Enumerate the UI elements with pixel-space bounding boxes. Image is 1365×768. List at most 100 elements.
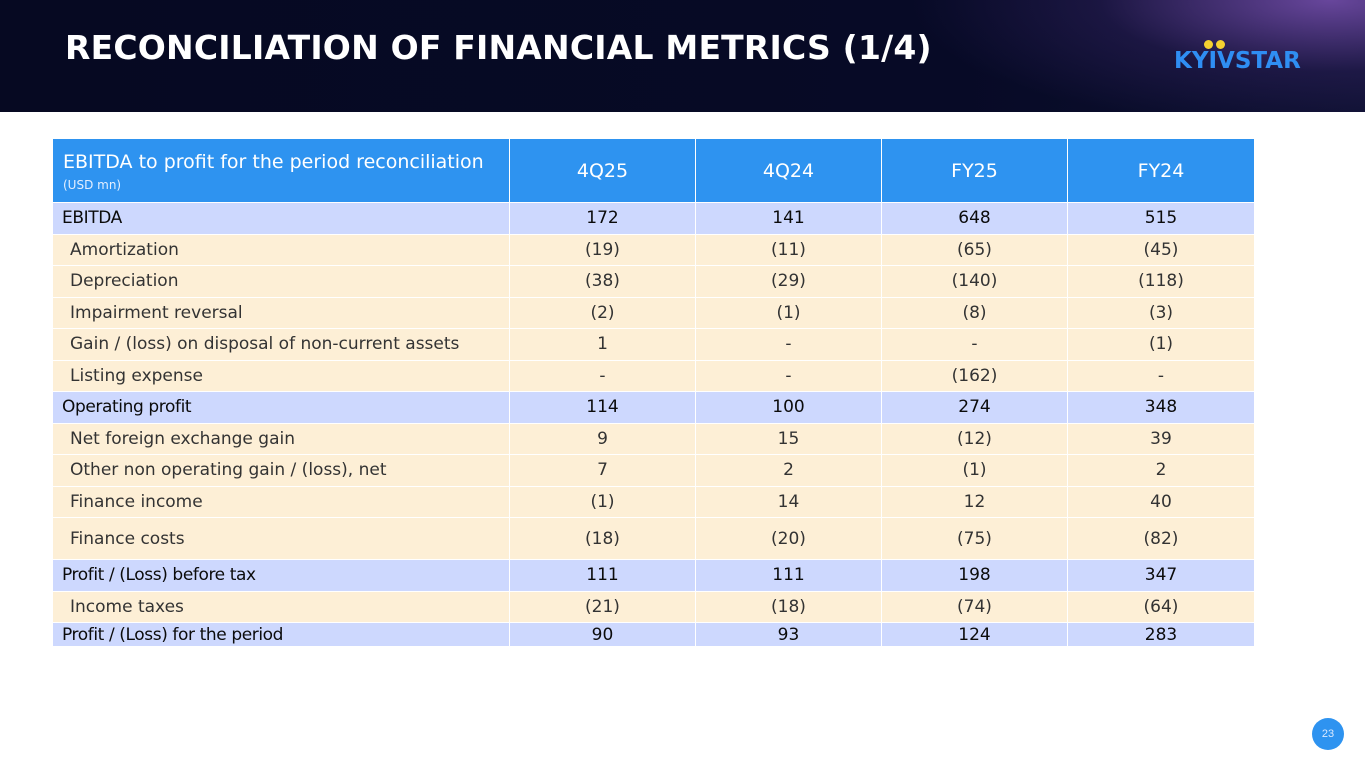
column-header: 4Q24 [695, 138, 882, 203]
row-label: Finance costs [52, 517, 510, 560]
table-row: Finance income (1) 14 12 40 [52, 485, 1255, 518]
row-label: Finance income [52, 485, 510, 518]
logo-dot-icon [1216, 40, 1225, 49]
table-row: Depreciation (38) (29) (140) (118) [52, 265, 1255, 298]
table-row-operating-profit: Operating profit 114 100 274 348 [52, 391, 1255, 424]
table-row-profit-before-tax: Profit / (Loss) before tax 111 111 198 3… [52, 559, 1255, 592]
row-label: Profit / (Loss) before tax [52, 559, 510, 592]
table-cell: (29) [695, 265, 882, 298]
table-row: Impairment reversal (2) (1) (8) (3) [52, 296, 1255, 329]
row-label: Net foreign exchange gain [52, 422, 510, 455]
table-cell: 114 [509, 391, 696, 424]
row-label: Amortization [52, 233, 510, 266]
table-cell: (8) [881, 296, 1068, 329]
table-cell: 347 [1067, 559, 1255, 592]
table-unit: (USD mn) [63, 178, 122, 192]
table-row-profit-for-period: Profit / (Loss) for the period 90 93 124… [52, 622, 1255, 647]
table-cell: (11) [695, 233, 882, 266]
table-cell: 2 [1067, 454, 1255, 487]
table-cell: 1 [509, 328, 696, 361]
table-cell: 2 [695, 454, 882, 487]
table-cell: 198 [881, 559, 1068, 592]
table-cell: (18) [509, 517, 696, 560]
table-cell: (75) [881, 517, 1068, 560]
table-cell: 274 [881, 391, 1068, 424]
kyivstar-logo: KYIVSTAR [1174, 40, 1304, 74]
table-header-label: EBITDA to profit for the period reconcil… [52, 138, 510, 203]
table-cell: (21) [509, 590, 696, 623]
table-cell: - [509, 359, 696, 392]
table-cell: 100 [695, 391, 882, 424]
table-cell: (20) [695, 517, 882, 560]
table-cell: 648 [881, 202, 1068, 235]
table-cell: (140) [881, 265, 1068, 298]
table-cell: (19) [509, 233, 696, 266]
table-cell: 40 [1067, 485, 1255, 518]
table-cell: - [881, 328, 1068, 361]
table-cell: 283 [1067, 622, 1255, 647]
column-header: 4Q25 [509, 138, 696, 203]
table-cell: 348 [1067, 391, 1255, 424]
table-cell: (64) [1067, 590, 1255, 623]
table-cell: (1) [695, 296, 882, 329]
table-cell: (74) [881, 590, 1068, 623]
table-cell: 14 [695, 485, 882, 518]
table-cell: (18) [695, 590, 882, 623]
table-cell: - [695, 359, 882, 392]
table-cell: (38) [509, 265, 696, 298]
table-cell: (65) [881, 233, 1068, 266]
table-cell: 124 [881, 622, 1068, 647]
table-row: Gain / (loss) on disposal of non-current… [52, 328, 1255, 361]
table-cell: 111 [695, 559, 882, 592]
row-label: Profit / (Loss) for the period [52, 622, 510, 647]
header-banner: RECONCILIATION OF FINANCIAL METRICS (1/4… [0, 0, 1365, 112]
column-header: FY25 [881, 138, 1068, 203]
table-cell: 172 [509, 202, 696, 235]
table-cell: 12 [881, 485, 1068, 518]
column-header: FY24 [1067, 138, 1255, 203]
table-cell: (2) [509, 296, 696, 329]
table-cell: (1) [1067, 328, 1255, 361]
table-title: EBITDA to profit for the period reconcil… [63, 151, 484, 173]
table-row: Listing expense - - (162) - [52, 359, 1255, 392]
table-row: Amortization (19) (11) (65) (45) [52, 233, 1255, 266]
logo-dots-icon [1204, 40, 1228, 50]
row-label: Impairment reversal [52, 296, 510, 329]
table-cell: 515 [1067, 202, 1255, 235]
reconciliation-table: EBITDA to profit for the period reconcil… [52, 138, 1255, 647]
row-label: Income taxes [52, 590, 510, 623]
table-cell: (162) [881, 359, 1068, 392]
table-cell: (1) [509, 485, 696, 518]
row-label: Other non operating gain / (loss), net [52, 454, 510, 487]
logo-text: KYIVSTAR [1174, 48, 1301, 74]
table-row-ebitda: EBITDA 172 141 648 515 [52, 202, 1255, 235]
table-cell: 141 [695, 202, 882, 235]
table-cell: 90 [509, 622, 696, 647]
row-label: EBITDA [52, 202, 510, 235]
table-row: Other non operating gain / (loss), net 7… [52, 454, 1255, 487]
table-cell: 7 [509, 454, 696, 487]
row-label: Listing expense [52, 359, 510, 392]
table-header-row: EBITDA to profit for the period reconcil… [52, 138, 1255, 203]
table-cell: - [1067, 359, 1255, 392]
table-row: Income taxes (21) (18) (74) (64) [52, 590, 1255, 623]
table-cell: 39 [1067, 422, 1255, 455]
row-label: Operating profit [52, 391, 510, 424]
table-cell: 111 [509, 559, 696, 592]
row-label: Depreciation [52, 265, 510, 298]
logo-dot-icon [1204, 40, 1213, 49]
table-cell: (1) [881, 454, 1068, 487]
table-row: Net foreign exchange gain 9 15 (12) 39 [52, 422, 1255, 455]
page-title: RECONCILIATION OF FINANCIAL METRICS (1/4… [65, 28, 932, 67]
table-cell: 93 [695, 622, 882, 647]
row-label: Gain / (loss) on disposal of non-current… [52, 328, 510, 361]
table-cell: 9 [509, 422, 696, 455]
table-cell: (45) [1067, 233, 1255, 266]
table-cell: - [695, 328, 882, 361]
table-cell: (12) [881, 422, 1068, 455]
table-cell: 15 [695, 422, 882, 455]
table-row: Finance costs (18) (20) (75) (82) [52, 517, 1255, 560]
table-cell: (118) [1067, 265, 1255, 298]
page-number-badge: 23 [1312, 718, 1344, 750]
table-cell: (3) [1067, 296, 1255, 329]
